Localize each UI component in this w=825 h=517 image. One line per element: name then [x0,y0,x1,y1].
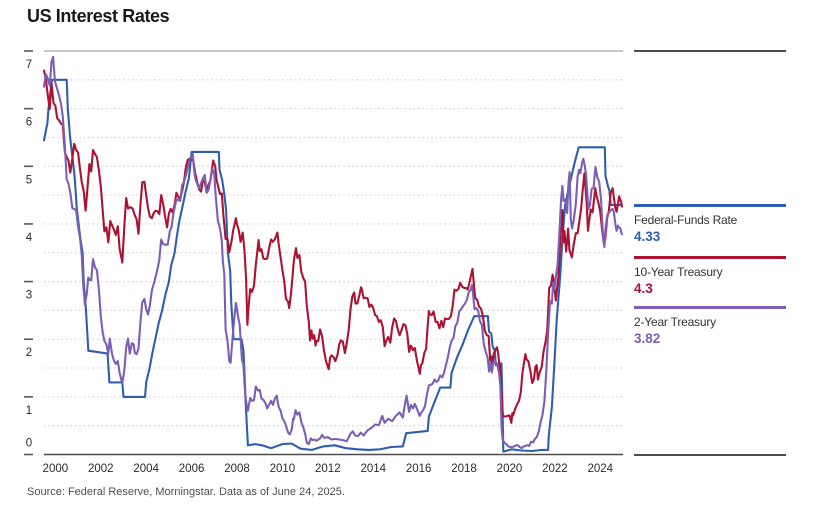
y-tick-label: 0 [26,438,32,450]
x-tick-label: 2012 [315,463,341,475]
x-tick-label: 2020 [497,463,523,475]
x-tick-label: 2024 [587,463,613,475]
legend-top-rule [634,50,786,52]
y-tick-label: 5 [26,174,32,186]
x-tick-label: 2002 [88,463,114,475]
x-tick-label: 2000 [43,463,69,475]
legend-swatch-10-year-treasury [634,256,786,259]
legend-bottom-rule [634,453,786,456]
series-line-federal-funds-rate [42,78,623,453]
y-tick-label: 3 [26,290,32,302]
legend-label-10-year-treasury: 10-Year Treasury [634,264,723,279]
page-title: US Interest Rates [27,6,170,26]
legend-swatch-2-year-treasury [634,306,786,309]
series-line-2-year-treasury [42,55,623,450]
x-tick-label: 2008 [224,463,250,475]
legend-entry-10-year-treasury: 10-Year Treasury 4.3 [634,256,786,296]
legend-value-federal-funds: 4.33 [634,228,661,244]
x-tick-label: 2018 [451,463,477,475]
x-tick-label: 2010 [270,463,296,475]
legend-entry-federal-funds: Federal-Funds Rate 4.33 [634,204,786,244]
series-line-10-year-treasury [42,69,623,424]
x-tick-label: 2004 [133,463,159,475]
legend-entry-2-year-treasury: 2-Year Treasury 3.82 [634,306,786,346]
legend: Federal-Funds Rate 4.33 10-Year Treasury… [634,0,786,517]
legend-label-2-year-treasury: 2-Year Treasury [634,314,716,329]
y-tick-label: 7 [26,59,32,71]
y-tick-label: 2 [26,347,32,359]
x-tick-label: 2022 [542,463,568,475]
x-tick-label: 2016 [406,463,432,475]
x-tick-label: 2006 [179,463,205,475]
source-note: Source: Federal Reserve, Morningstar. Da… [27,486,345,498]
legend-swatch-federal-funds [634,204,786,207]
y-tick-label: 1 [26,405,32,417]
y-tick-label: 6 [26,117,32,129]
legend-value-2-year-treasury: 3.82 [634,330,661,346]
x-tick-label: 2014 [360,463,386,475]
legend-label-federal-funds: Federal-Funds Rate [634,212,738,227]
y-tick-label: 4 [26,232,33,244]
legend-value-10-year-treasury: 4.3 [634,280,653,296]
